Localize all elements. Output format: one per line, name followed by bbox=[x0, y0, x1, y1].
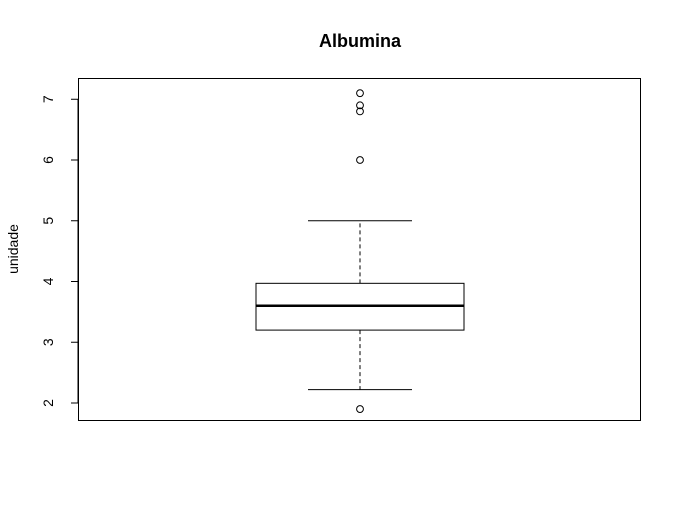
outlier-point bbox=[356, 405, 364, 413]
y-axis: 2 3 4 5 6 7 bbox=[40, 95, 79, 407]
y-tick-label: 7 bbox=[40, 95, 56, 103]
y-tick-label: 5 bbox=[40, 217, 56, 225]
outlier-point bbox=[356, 156, 364, 164]
outlier-point bbox=[356, 89, 364, 98]
y-tick-label: 3 bbox=[40, 338, 56, 346]
y-tick-label: 6 bbox=[40, 156, 56, 164]
outlier-point bbox=[356, 107, 364, 116]
y-axis-label: unidade bbox=[5, 224, 21, 274]
outlier-point bbox=[356, 101, 364, 110]
y-tick-label: 2 bbox=[40, 399, 56, 407]
plot-frame bbox=[78, 78, 641, 421]
y-tick-label: 4 bbox=[40, 277, 56, 285]
chart-title: Albumina bbox=[319, 31, 402, 51]
plot-area bbox=[255, 89, 465, 413]
